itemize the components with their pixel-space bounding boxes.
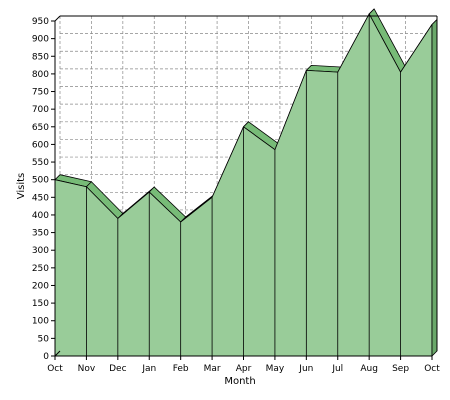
y-tick-label: 0 [43, 352, 49, 362]
y-axis-ticks: 0 50 100 150 200 250 300 350 400 450 500 550 600 650 7… [32, 17, 55, 362]
y-tick-label: 600 [32, 140, 49, 150]
y-tick-label: 400 [32, 211, 49, 221]
y-tick-label: 500 [32, 176, 49, 186]
x-tick-label: Sep [392, 364, 409, 374]
y-tick-label: 300 [32, 246, 49, 256]
area-side-face [431, 18, 438, 357]
y-tick-label: 950 [32, 17, 49, 27]
y-axis-title: Visits [16, 173, 27, 200]
y-tick-label: 450 [32, 193, 49, 203]
y-tick-label: 650 [32, 123, 49, 133]
x-tick-label: Oct [424, 364, 440, 374]
x-axis-title: Month [224, 376, 255, 387]
y-tick-label: 550 [32, 158, 49, 168]
y-tick-label: 700 [32, 105, 49, 115]
x-tick-label: Aug [360, 364, 378, 374]
y-tick-label: 900 [32, 35, 49, 45]
x-tick-label: Nov [78, 364, 96, 374]
y-tick-label: 750 [32, 88, 49, 98]
y-tick-label: 150 [32, 299, 49, 309]
y-tick-label: 100 [32, 317, 49, 327]
y-tick-label: 50 [38, 334, 50, 344]
x-tick-label: Apr [236, 364, 252, 374]
y-tick-label: 800 [32, 70, 49, 80]
x-tick-label: Feb [173, 364, 189, 374]
x-tick-label: Jan [141, 364, 156, 374]
y-tick-label: 850 [32, 52, 49, 62]
series [54, 8, 438, 357]
x-axis-ticks: Oct Nov Dec Jan Feb Mar Apr May Jun Jul Aug Sep Oct [47, 356, 440, 374]
plot-area [54, 8, 438, 357]
y-tick-label: 350 [32, 229, 49, 239]
y-tick-label: 200 [32, 281, 49, 291]
x-tick-label: Mar [204, 364, 221, 374]
x-tick-label: Dec [109, 364, 126, 374]
depth-edge [54, 350, 61, 357]
x-tick-label: Jul [331, 364, 343, 374]
x-tick-label: May [266, 364, 285, 374]
y-tick-label: 250 [32, 264, 49, 274]
x-tick-label: Jun [298, 364, 313, 374]
depth-edge [54, 15, 61, 22]
x-tick-label: Oct [47, 364, 63, 374]
